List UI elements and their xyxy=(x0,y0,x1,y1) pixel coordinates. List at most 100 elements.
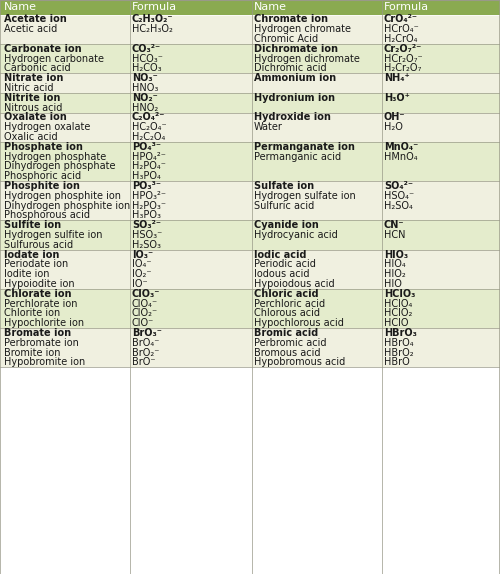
Bar xyxy=(0,328,500,367)
Text: IO⁻: IO⁻ xyxy=(132,279,148,289)
Text: Ammonium ion: Ammonium ion xyxy=(254,73,336,83)
Text: HC₂O₄⁻: HC₂O₄⁻ xyxy=(132,122,166,132)
Text: Hypobromous acid: Hypobromous acid xyxy=(254,358,345,367)
Bar xyxy=(0,142,500,181)
Text: Permanganic acid: Permanganic acid xyxy=(254,152,341,162)
Text: H₂PO₃⁻: H₂PO₃⁻ xyxy=(132,200,166,211)
Text: Bromous acid: Bromous acid xyxy=(254,348,320,358)
Text: Cr₂O₇²⁻: Cr₂O₇²⁻ xyxy=(384,44,422,54)
Text: Hydrogen sulfate ion: Hydrogen sulfate ion xyxy=(254,191,356,201)
Text: HIO₂: HIO₂ xyxy=(384,269,406,279)
Text: H₂Cr₂O₇: H₂Cr₂O₇ xyxy=(384,63,422,73)
Text: HNO₃: HNO₃ xyxy=(132,83,158,93)
Text: CrO₄²⁻: CrO₄²⁻ xyxy=(384,14,418,25)
Text: PO₄³⁻: PO₄³⁻ xyxy=(132,142,161,152)
Text: Dihydrogen phosphite ion: Dihydrogen phosphite ion xyxy=(4,200,130,211)
Text: Hydronium ion: Hydronium ion xyxy=(254,93,335,103)
Text: OH⁻: OH⁻ xyxy=(384,113,406,122)
Text: Oxalate ion: Oxalate ion xyxy=(4,113,67,122)
Text: CO₃²⁻: CO₃²⁻ xyxy=(132,44,161,54)
Text: SO₃²⁻: SO₃²⁻ xyxy=(132,220,161,230)
Text: H₂SO₄: H₂SO₄ xyxy=(384,200,413,211)
Bar xyxy=(0,220,500,250)
Text: Bromite ion: Bromite ion xyxy=(4,348,60,358)
Text: Dichromic acid: Dichromic acid xyxy=(254,63,326,73)
Text: HIO₄: HIO₄ xyxy=(384,259,406,269)
Text: HCr₂O₇⁻: HCr₂O₇⁻ xyxy=(384,53,422,64)
Text: NO₂⁻: NO₂⁻ xyxy=(132,93,158,103)
Text: HCO₃⁻: HCO₃⁻ xyxy=(132,53,163,64)
Text: Phosphoric acid: Phosphoric acid xyxy=(4,171,81,181)
Text: H₂PO₄⁻: H₂PO₄⁻ xyxy=(132,161,166,172)
Text: HSO₃⁻: HSO₃⁻ xyxy=(132,230,162,240)
Text: HNO₂: HNO₂ xyxy=(132,103,158,113)
Text: Name: Name xyxy=(4,2,37,12)
Text: SO₄²⁻: SO₄²⁻ xyxy=(384,181,413,191)
Text: Chromic Acid: Chromic Acid xyxy=(254,34,318,44)
Text: Perchloric acid: Perchloric acid xyxy=(254,298,325,309)
Text: Hydrocyanic acid: Hydrocyanic acid xyxy=(254,230,338,240)
Text: Hydroxide ion: Hydroxide ion xyxy=(254,113,331,122)
Text: Hydrogen phosphate: Hydrogen phosphate xyxy=(4,152,106,162)
Text: Permanganate ion: Permanganate ion xyxy=(254,142,355,152)
Bar xyxy=(0,113,500,142)
Text: Nitrite ion: Nitrite ion xyxy=(4,93,60,103)
Bar xyxy=(0,181,500,220)
Text: Bromate ion: Bromate ion xyxy=(4,328,71,338)
Text: HCN: HCN xyxy=(384,230,406,240)
Text: HBrO: HBrO xyxy=(384,358,410,367)
Text: HBrO₂: HBrO₂ xyxy=(384,348,414,358)
Text: Dihydrogen phosphate: Dihydrogen phosphate xyxy=(4,161,116,172)
Text: NH₄⁺: NH₄⁺ xyxy=(384,73,410,83)
Text: HPO₃²⁻: HPO₃²⁻ xyxy=(132,191,166,201)
Text: HBrO₃: HBrO₃ xyxy=(384,328,417,338)
Text: Phosphite ion: Phosphite ion xyxy=(4,181,80,191)
Text: HClO₂: HClO₂ xyxy=(384,308,412,319)
Text: Chloric acid: Chloric acid xyxy=(254,289,318,299)
Text: ClO₂⁻: ClO₂⁻ xyxy=(132,308,158,319)
Text: Perbromate ion: Perbromate ion xyxy=(4,338,79,348)
Text: Cyanide ion: Cyanide ion xyxy=(254,220,319,230)
Text: Formula: Formula xyxy=(384,2,429,12)
Text: Acetate ion: Acetate ion xyxy=(4,14,67,25)
Text: Water: Water xyxy=(254,122,283,132)
Text: Sulfite ion: Sulfite ion xyxy=(4,220,61,230)
Text: HMnO₄: HMnO₄ xyxy=(384,152,418,162)
Text: HIO₃: HIO₃ xyxy=(384,250,408,259)
Text: Phosphorous acid: Phosphorous acid xyxy=(4,211,90,220)
Text: HC₂H₃O₂: HC₂H₃O₂ xyxy=(132,24,173,34)
Text: Name: Name xyxy=(254,2,287,12)
Text: Hypobromite ion: Hypobromite ion xyxy=(4,358,85,367)
Text: BrO₂⁻: BrO₂⁻ xyxy=(132,348,160,358)
Text: ClO₄⁻: ClO₄⁻ xyxy=(132,298,158,309)
Text: Carbonic acid: Carbonic acid xyxy=(4,63,70,73)
Text: Iodite ion: Iodite ion xyxy=(4,269,50,279)
Text: Oxalic acid: Oxalic acid xyxy=(4,132,58,142)
Bar xyxy=(0,14,500,44)
Text: Hydrogen sulfite ion: Hydrogen sulfite ion xyxy=(4,230,102,240)
Text: Chromate ion: Chromate ion xyxy=(254,14,328,25)
Text: Hypochlorous acid: Hypochlorous acid xyxy=(254,318,344,328)
Text: CN⁻: CN⁻ xyxy=(384,220,404,230)
Text: HClO₃: HClO₃ xyxy=(384,289,416,299)
Text: NO₃⁻: NO₃⁻ xyxy=(132,73,158,83)
Text: Perchlorate ion: Perchlorate ion xyxy=(4,298,78,309)
Text: Perbromic acid: Perbromic acid xyxy=(254,338,326,348)
Text: H₂CO₃: H₂CO₃ xyxy=(132,63,162,73)
Text: Nitrous acid: Nitrous acid xyxy=(4,103,62,113)
Text: H₂O: H₂O xyxy=(384,122,403,132)
Text: Dichromate ion: Dichromate ion xyxy=(254,44,338,54)
Text: Hydrogen phosphite ion: Hydrogen phosphite ion xyxy=(4,191,121,201)
Text: Iodic acid: Iodic acid xyxy=(254,250,306,259)
Text: PO₃³⁻: PO₃³⁻ xyxy=(132,181,161,191)
Text: H₃O⁺: H₃O⁺ xyxy=(384,93,410,103)
Text: Carbonate ion: Carbonate ion xyxy=(4,44,82,54)
Text: Hydrogen dichromate: Hydrogen dichromate xyxy=(254,53,360,64)
Text: Hydrogen chromate: Hydrogen chromate xyxy=(254,24,351,34)
Text: H₂SO₃: H₂SO₃ xyxy=(132,240,161,250)
Text: C₂O₄²⁻: C₂O₄²⁻ xyxy=(132,113,166,122)
Bar xyxy=(0,250,500,289)
Text: Hydrogen oxalate: Hydrogen oxalate xyxy=(4,122,90,132)
Text: BrO⁻: BrO⁻ xyxy=(132,358,156,367)
Text: Chlorate ion: Chlorate ion xyxy=(4,289,71,299)
